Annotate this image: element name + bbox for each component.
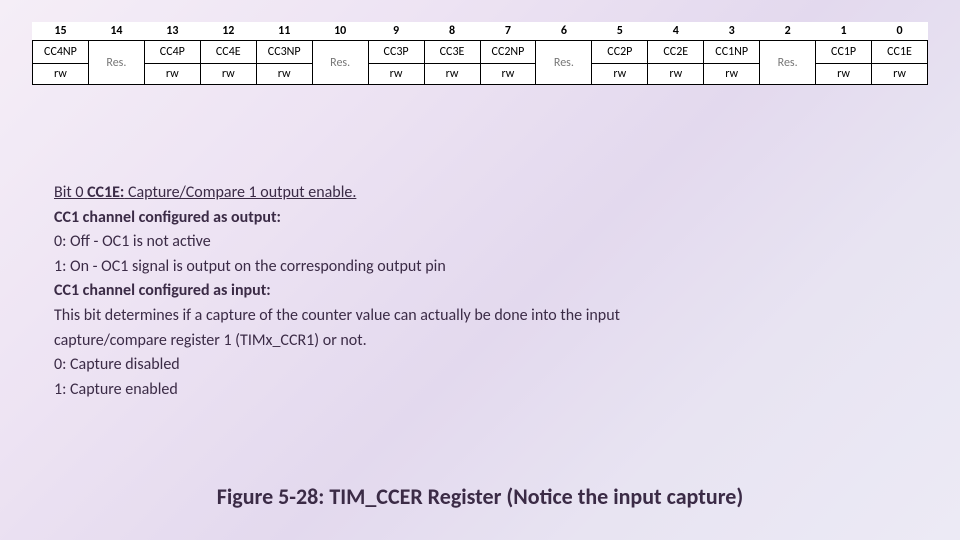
rw-cell: rw (144, 64, 200, 85)
bitname-cell: CC4P (144, 41, 200, 64)
desc-line-8: 0: Capture disabled (54, 354, 874, 376)
rw-cell: rw (704, 64, 760, 85)
bitnum-cell: 5 (592, 22, 648, 41)
bitnum-cell: 8 (424, 22, 480, 41)
rw-cell: rw (648, 64, 704, 85)
desc-l1-bold: CC1E: (87, 183, 124, 202)
bitnum-cell: 9 (368, 22, 424, 41)
rw-cell: rw (200, 64, 256, 85)
register-bit-table: 15 14 13 12 11 10 9 8 7 6 5 4 3 2 1 0 CC… (32, 22, 928, 85)
slide: 15 14 13 12 11 10 9 8 7 6 5 4 3 2 1 0 CC… (0, 0, 960, 540)
bitname-cell: CC3NP (256, 41, 312, 64)
bitnum-cell: 12 (200, 22, 256, 41)
bitname-cell-reserved: Res. (312, 41, 368, 85)
bitnum-cell: 7 (480, 22, 536, 41)
desc-l1-prefix: Bit 0 (54, 183, 87, 202)
desc-line-4: 1: On - OC1 signal is output on the corr… (54, 256, 874, 278)
rw-cell: rw (256, 64, 312, 85)
bitnum-cell: 1 (816, 22, 872, 41)
bitname-cell-reserved: Res. (88, 41, 144, 85)
bitname-cell: CC4NP (33, 41, 89, 64)
bitname-cell: CC4E (200, 41, 256, 64)
bitname-cell: CC3E (424, 41, 480, 64)
rw-cell: rw (33, 64, 89, 85)
desc-line-6: This bit determines if a capture of the … (54, 305, 874, 327)
desc-line-2: CC1 channel configured as output: (54, 207, 874, 229)
table-row-bitnumbers: 15 14 13 12 11 10 9 8 7 6 5 4 3 2 1 0 (33, 22, 928, 41)
bitname-cell-reserved: Res. (536, 41, 592, 85)
desc-line-9: 1: Capture enabled (54, 379, 874, 401)
bitname-cell: CC2P (592, 41, 648, 64)
bitnum-cell: 3 (704, 22, 760, 41)
bitname-cell-reserved: Res. (760, 41, 816, 85)
rw-cell: rw (480, 64, 536, 85)
rw-cell: rw (592, 64, 648, 85)
desc-l1-rest: Capture/Compare 1 output enable. (124, 183, 356, 202)
desc-line-3: 0: Off - OC1 is not active (54, 231, 874, 253)
bitnum-cell: 2 (760, 22, 816, 41)
bitnum-cell: 13 (144, 22, 200, 41)
bitnum-cell: 14 (88, 22, 144, 41)
bitnum-cell: 6 (536, 22, 592, 41)
rw-cell: rw (424, 64, 480, 85)
bitname-cell: CC3P (368, 41, 424, 64)
desc-line-7: capture/compare register 1 (TIMx_CCR1) o… (54, 330, 874, 352)
figure-caption: Figure 5-28: TIM_CCER Register (Notice t… (0, 483, 960, 510)
table-row-bitnames: CC4NP Res. CC4P CC4E CC3NP Res. CC3P CC3… (33, 41, 928, 64)
rw-cell: rw (368, 64, 424, 85)
desc-line-1: Bit 0 CC1E: Capture/Compare 1 output ena… (54, 182, 874, 204)
bitname-cell: CC1E (872, 41, 928, 64)
bitnum-cell: 15 (33, 22, 89, 41)
bitnum-cell: 0 (872, 22, 928, 41)
rw-cell: rw (872, 64, 928, 85)
bitnum-cell: 11 (256, 22, 312, 41)
bit-description: Bit 0 CC1E: Capture/Compare 1 output ena… (54, 182, 874, 403)
bitname-cell: CC2E (648, 41, 704, 64)
bitname-cell: CC1P (816, 41, 872, 64)
bitname-cell: CC1NP (704, 41, 760, 64)
desc-line-5: CC1 channel configured as input: (54, 280, 874, 302)
bitname-cell: CC2NP (480, 41, 536, 64)
bitnum-cell: 4 (648, 22, 704, 41)
bitnum-cell: 10 (312, 22, 368, 41)
rw-cell: rw (816, 64, 872, 85)
